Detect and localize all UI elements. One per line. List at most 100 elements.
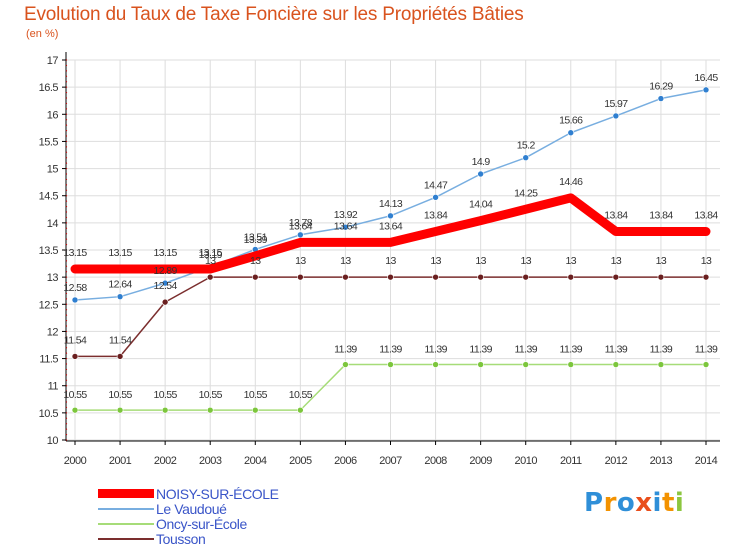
data-label: 10.55 <box>289 389 313 401</box>
data-point <box>251 273 259 281</box>
data-label: 13.84 <box>649 210 673 222</box>
y-axis-minor-dot <box>65 233 68 235</box>
y-axis-minor-dot <box>65 238 68 240</box>
data-label: 13.51 <box>244 231 268 243</box>
y-axis-minor-dot <box>65 276 68 278</box>
y-axis-minor-dot <box>65 287 68 289</box>
y-axis-minor-dot <box>65 325 68 327</box>
data-point <box>702 86 710 94</box>
data-point <box>116 353 124 360</box>
y-tick-label: 17 <box>47 55 59 67</box>
data-point <box>387 212 394 220</box>
data-label: 11.39 <box>605 344 628 356</box>
data-point <box>161 279 169 287</box>
data-point <box>522 273 530 281</box>
data-point <box>342 223 349 231</box>
data-label: 13 <box>295 255 306 267</box>
logo-letter: i <box>674 488 685 518</box>
y-tick-label: 12.5 <box>39 299 59 311</box>
x-tick-label: 2010 <box>514 455 537 467</box>
y-axis-minor-dot <box>65 243 68 246</box>
y-tick-label: 10.5 <box>39 408 59 420</box>
logo-letter: x <box>635 488 653 518</box>
y-tick-label: 11.5 <box>39 354 58 366</box>
y-axis-minor-dot <box>65 189 68 191</box>
y-axis-minor-dot <box>65 59 68 61</box>
y-tick-label: 14 <box>47 218 59 230</box>
y-axis-minor-dot <box>65 271 68 273</box>
data-point <box>71 296 79 304</box>
data-label: 15.97 <box>604 98 628 110</box>
data-label: 13 <box>385 255 396 267</box>
y-axis-minor-dot <box>65 146 68 148</box>
y-axis-minor-dot <box>65 336 68 338</box>
y-axis-minor-dot <box>65 195 68 197</box>
y-axis-minor-dot <box>65 292 68 295</box>
data-label: 13.15 <box>63 247 87 259</box>
data-label: 13.15 <box>154 247 178 259</box>
data-label: 13.64 <box>334 220 358 232</box>
data-point <box>522 361 530 368</box>
data-label: 14.25 <box>514 187 538 199</box>
data-point <box>566 193 575 202</box>
y-axis-minor-dot <box>65 200 68 202</box>
data-label: 12.64 <box>108 279 132 291</box>
data-label: 11.54 <box>109 334 132 346</box>
y-axis-minor-dot <box>65 401 68 403</box>
data-point <box>387 361 394 368</box>
logo-letter: o <box>616 488 636 518</box>
y-axis-minor-dot <box>65 91 68 94</box>
y-axis-minor-dot <box>65 113 68 115</box>
y-axis-minor-dot <box>65 227 68 229</box>
y-axis-minor-dot <box>65 140 68 143</box>
y-axis-minor-dot <box>65 390 68 392</box>
x-tick-label: 2014 <box>695 455 718 467</box>
y-axis-minor-dot <box>65 368 68 371</box>
legend-swatch-tousson <box>98 538 154 540</box>
data-point <box>657 95 665 102</box>
data-point <box>297 231 304 239</box>
data-label: 13.64 <box>379 220 403 232</box>
data-label: 13 <box>340 255 351 267</box>
data-point <box>387 273 394 281</box>
data-point <box>567 273 575 281</box>
chart-subtitle: (en %) <box>26 28 59 40</box>
x-tick-label: 2001 <box>109 455 132 467</box>
y-axis-minor-dot <box>65 363 68 365</box>
legend-label-tousson: Tousson <box>156 531 206 547</box>
x-tick-label: 2008 <box>424 455 447 467</box>
y-axis-minor-dot <box>65 135 68 137</box>
data-label: 11.54 <box>64 334 87 346</box>
data-point <box>702 273 710 281</box>
data-label: 13 <box>520 255 531 267</box>
data-label: 13.84 <box>424 210 448 222</box>
y-axis-minor-dot <box>65 314 68 316</box>
data-point <box>297 406 304 414</box>
data-point <box>71 353 79 360</box>
data-point <box>71 406 79 414</box>
data-point <box>161 406 169 414</box>
data-point <box>206 406 214 414</box>
data-point <box>656 227 665 236</box>
y-axis-minor-dot <box>65 433 68 436</box>
y-axis-minor-dot <box>65 281 68 284</box>
y-axis-minor-dot <box>65 222 68 224</box>
data-point <box>522 154 530 162</box>
data-point <box>611 227 620 236</box>
data-label: 14.47 <box>424 179 448 191</box>
x-tick-label: 2007 <box>379 455 402 467</box>
x-tick-label: 2000 <box>64 455 87 467</box>
data-point <box>116 293 124 300</box>
y-tick-label: 12 <box>47 326 59 338</box>
logo-letter: t <box>661 488 675 518</box>
data-label: 13.39 <box>244 234 268 246</box>
data-label: 14.9 <box>472 156 491 168</box>
data-label: 10.55 <box>244 389 268 401</box>
data-label: 13.15 <box>199 247 223 259</box>
legend-label-vaudoue: Le Vaudoué <box>156 501 227 517</box>
y-axis-minor-dot <box>65 417 68 419</box>
data-point <box>702 227 710 236</box>
data-point <box>116 265 125 273</box>
